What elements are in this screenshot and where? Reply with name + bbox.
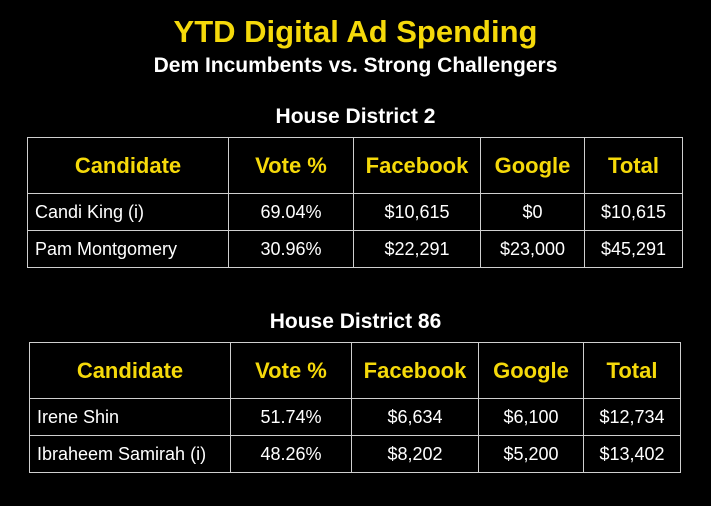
header-total: Total: [584, 137, 683, 194]
district-heading-2: House District 2: [275, 105, 436, 128]
header-google: Google: [478, 342, 584, 399]
district-86-table: Candidate Vote % Facebook Google Total I…: [29, 342, 681, 473]
table-header-row: Candidate Vote % Facebook Google Total: [29, 342, 681, 399]
district-2-table: Candidate Vote % Facebook Google Total C…: [27, 137, 683, 268]
header-vote-pct: Vote %: [228, 137, 354, 194]
district-heading-86: House District 86: [269, 310, 442, 333]
cell-facebook: $6,634: [351, 398, 479, 436]
cell-candidate: Irene Shin: [29, 398, 231, 436]
header-candidate: Candidate: [29, 342, 231, 399]
cell-facebook: $10,615: [353, 193, 481, 231]
header-google: Google: [480, 137, 585, 194]
table-row: Pam Montgomery 30.96% $22,291 $23,000 $4…: [27, 230, 683, 268]
header-facebook: Facebook: [351, 342, 479, 399]
cell-google: $6,100: [478, 398, 584, 436]
cell-vote-pct: 51.74%: [230, 398, 352, 436]
table-row: Irene Shin 51.74% $6,634 $6,100 $12,734: [29, 398, 681, 436]
chart-subtitle: Dem Incumbents vs. Strong Challengers: [153, 54, 558, 77]
cell-candidate: Pam Montgomery: [27, 230, 229, 268]
cell-total: $10,615: [584, 193, 683, 231]
cell-candidate: Candi King (i): [27, 193, 229, 231]
table-header-row: Candidate Vote % Facebook Google Total: [27, 137, 683, 194]
header-total: Total: [583, 342, 681, 399]
header-vote-pct: Vote %: [230, 342, 352, 399]
cell-total: $45,291: [584, 230, 683, 268]
cell-facebook: $8,202: [351, 435, 479, 473]
cell-google: $0: [480, 193, 585, 231]
header-candidate: Candidate: [27, 137, 229, 194]
cell-facebook: $22,291: [353, 230, 481, 268]
table-row: Candi King (i) 69.04% $10,615 $0 $10,615: [27, 193, 683, 231]
cell-vote-pct: 69.04%: [228, 193, 354, 231]
cell-candidate: Ibraheem Samirah (i): [29, 435, 231, 473]
cell-vote-pct: 30.96%: [228, 230, 354, 268]
header-facebook: Facebook: [353, 137, 481, 194]
chart-title: YTD Digital Ad Spending: [173, 14, 538, 49]
table-row: Ibraheem Samirah (i) 48.26% $8,202 $5,20…: [29, 435, 681, 473]
cell-google: $23,000: [480, 230, 585, 268]
cell-google: $5,200: [478, 435, 584, 473]
cell-vote-pct: 48.26%: [230, 435, 352, 473]
cell-total: $13,402: [583, 435, 681, 473]
cell-total: $12,734: [583, 398, 681, 436]
